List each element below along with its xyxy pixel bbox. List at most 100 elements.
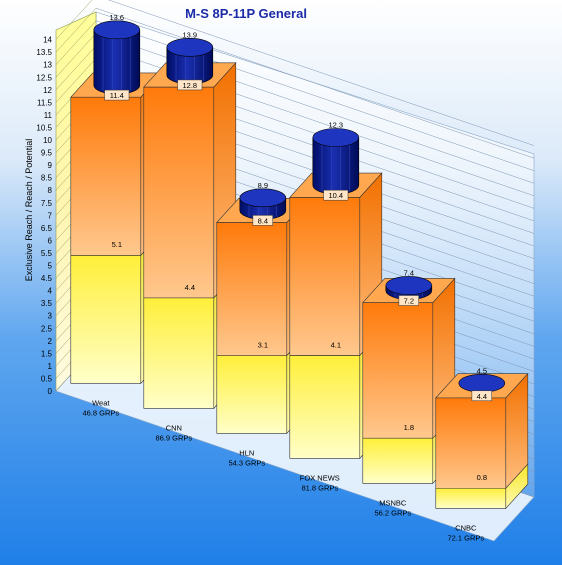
bar-exclusive-front	[435, 487, 507, 509]
y-tick-label: 6.5	[41, 224, 53, 233]
y-tick-label: 2	[48, 337, 53, 346]
gridline-left	[55, 20, 97, 65]
value-label-exclusive: 4.4	[185, 283, 195, 292]
bar-potential-top	[166, 38, 214, 57]
y-tick-label: 8.5	[41, 174, 53, 183]
category-grps-label: 81.8 GRPs	[301, 483, 338, 492]
bar-reach-front	[362, 302, 434, 439]
gridline-left	[55, 58, 97, 103]
category-grps-label: 72.1 GRPs	[447, 533, 484, 542]
bar-exclusive-front	[216, 355, 288, 434]
bar-exclusive-front	[70, 255, 142, 384]
value-label-reach-box	[323, 189, 349, 201]
value-label-reach: 7.2	[404, 297, 414, 306]
y-tick-label: 9	[48, 161, 53, 170]
bar-group-cnn: 4.4 12.8 13.9	[143, 30, 237, 410]
value-label-reach: 8.4	[258, 216, 268, 225]
bar-potential-top	[93, 20, 141, 40]
y-tick-label: 1	[48, 362, 53, 371]
category-grps-label: 54.3 GRPs	[228, 458, 265, 467]
value-label-potential: 12.3	[328, 120, 343, 129]
bar-potential-top	[458, 373, 506, 393]
y-tick-label: 14	[43, 36, 52, 45]
value-label-potential: 4.5	[477, 366, 487, 375]
bar-exclusive-front	[362, 437, 434, 484]
y-tick-label: 11.5	[37, 98, 53, 107]
y-tick-label: 4.5	[41, 274, 53, 283]
y-tick-label: 6	[48, 236, 53, 245]
value-label-reach-box	[471, 390, 492, 402]
value-label-potential: 7.4	[404, 268, 414, 277]
gridline-left	[55, 7, 97, 53]
bars: 5.1 11.4 13.6 4.4 12.8 13.9 3.1 8.4 8.9 4.1 10.4 12…	[70, 13, 529, 510]
gridline-left	[55, 0, 93, 40]
category-label: CNN	[166, 423, 182, 432]
value-label-exclusive: 4.1	[331, 340, 341, 349]
category-grps-label: 86.9 GRPs	[155, 433, 192, 442]
category-label: Weat	[92, 398, 110, 407]
y-tick-label: 2.5	[41, 324, 53, 333]
y-tick-label: 10	[43, 136, 52, 145]
value-label-reach: 12.8	[182, 81, 197, 90]
value-label-reach-box	[177, 79, 203, 91]
value-label-reach: 10.4	[328, 191, 343, 200]
y-tick-label: 9.5	[41, 149, 53, 158]
bar-exclusive-front	[143, 297, 215, 409]
bar-reach-front	[216, 222, 288, 356]
category-label: MSNBC	[379, 498, 407, 507]
gridline	[108, 0, 535, 146]
value-label-reach: 11.4	[110, 91, 124, 100]
y-axis: 00.511.522.533.544.555.566.577.588.599.5…	[36, 36, 52, 396]
gridline-left	[55, 33, 97, 78]
category-label: FOX NEWS	[300, 473, 340, 482]
value-label-reach-box	[398, 295, 419, 306]
y-tick-label: 0.5	[41, 374, 53, 383]
value-label-exclusive: 3.1	[258, 340, 268, 349]
bar-potential-body	[93, 29, 141, 95]
y-tick-label: 8	[48, 186, 53, 195]
category-label: HLN	[239, 448, 254, 457]
bar-reach-front	[70, 96, 142, 256]
y-tick-label: 11	[44, 111, 53, 120]
value-label-exclusive: 5.1	[112, 240, 122, 249]
y-tick-label: 1.5	[41, 349, 53, 358]
y-axis-label: Exclusive Reach / Reach / Potential	[24, 139, 34, 282]
category-grps-label: 56.2 GRPs	[374, 508, 411, 517]
value-label-potential: 13.9	[182, 30, 197, 39]
bar-potential-top	[312, 128, 360, 147]
value-label-exclusive: 0.8	[477, 473, 487, 482]
y-tick-label: 13.5	[36, 48, 52, 57]
chart-title: M-S 8P-11P General	[185, 6, 307, 21]
category-label: CNBC	[455, 523, 477, 532]
y-tick-label: 12	[43, 86, 52, 95]
y-tick-label: 5.5	[41, 249, 53, 258]
y-tick-label: 7.5	[41, 199, 53, 208]
value-label-exclusive: 1.8	[404, 423, 414, 432]
y-tick-label: 0	[48, 387, 53, 396]
y-tick-label: 10.5	[36, 123, 52, 132]
value-label-reach-box	[252, 215, 273, 226]
gridline	[95, 7, 535, 159]
bar-potential-top	[385, 276, 433, 295]
category-grps-label: 46.8 GRPs	[82, 408, 119, 417]
value-label-reach-box	[104, 89, 130, 101]
value-label-potential: 13.6	[109, 13, 124, 22]
y-tick-label: 12.5	[36, 73, 52, 82]
bar-exclusive-front	[289, 355, 361, 459]
y-tick-label: 5	[48, 262, 53, 271]
y-tick-label: 13	[43, 61, 52, 70]
value-label-potential: 8.9	[258, 181, 268, 190]
value-label-reach: 4.4	[477, 392, 487, 401]
bar-reach-front	[435, 397, 507, 489]
y-tick-label: 3.5	[41, 299, 53, 308]
y-tick-label: 4	[48, 287, 53, 296]
y-tick-label: 7	[48, 211, 53, 220]
gridline-left	[55, 45, 97, 90]
bar-reach-front	[289, 196, 361, 356]
bar-potential-top	[239, 188, 287, 208]
y-tick-label: 3	[48, 312, 53, 321]
bar-reach-front	[143, 86, 215, 299]
bar-group-cnbc: 0.8 4.4 4.5	[435, 366, 529, 510]
